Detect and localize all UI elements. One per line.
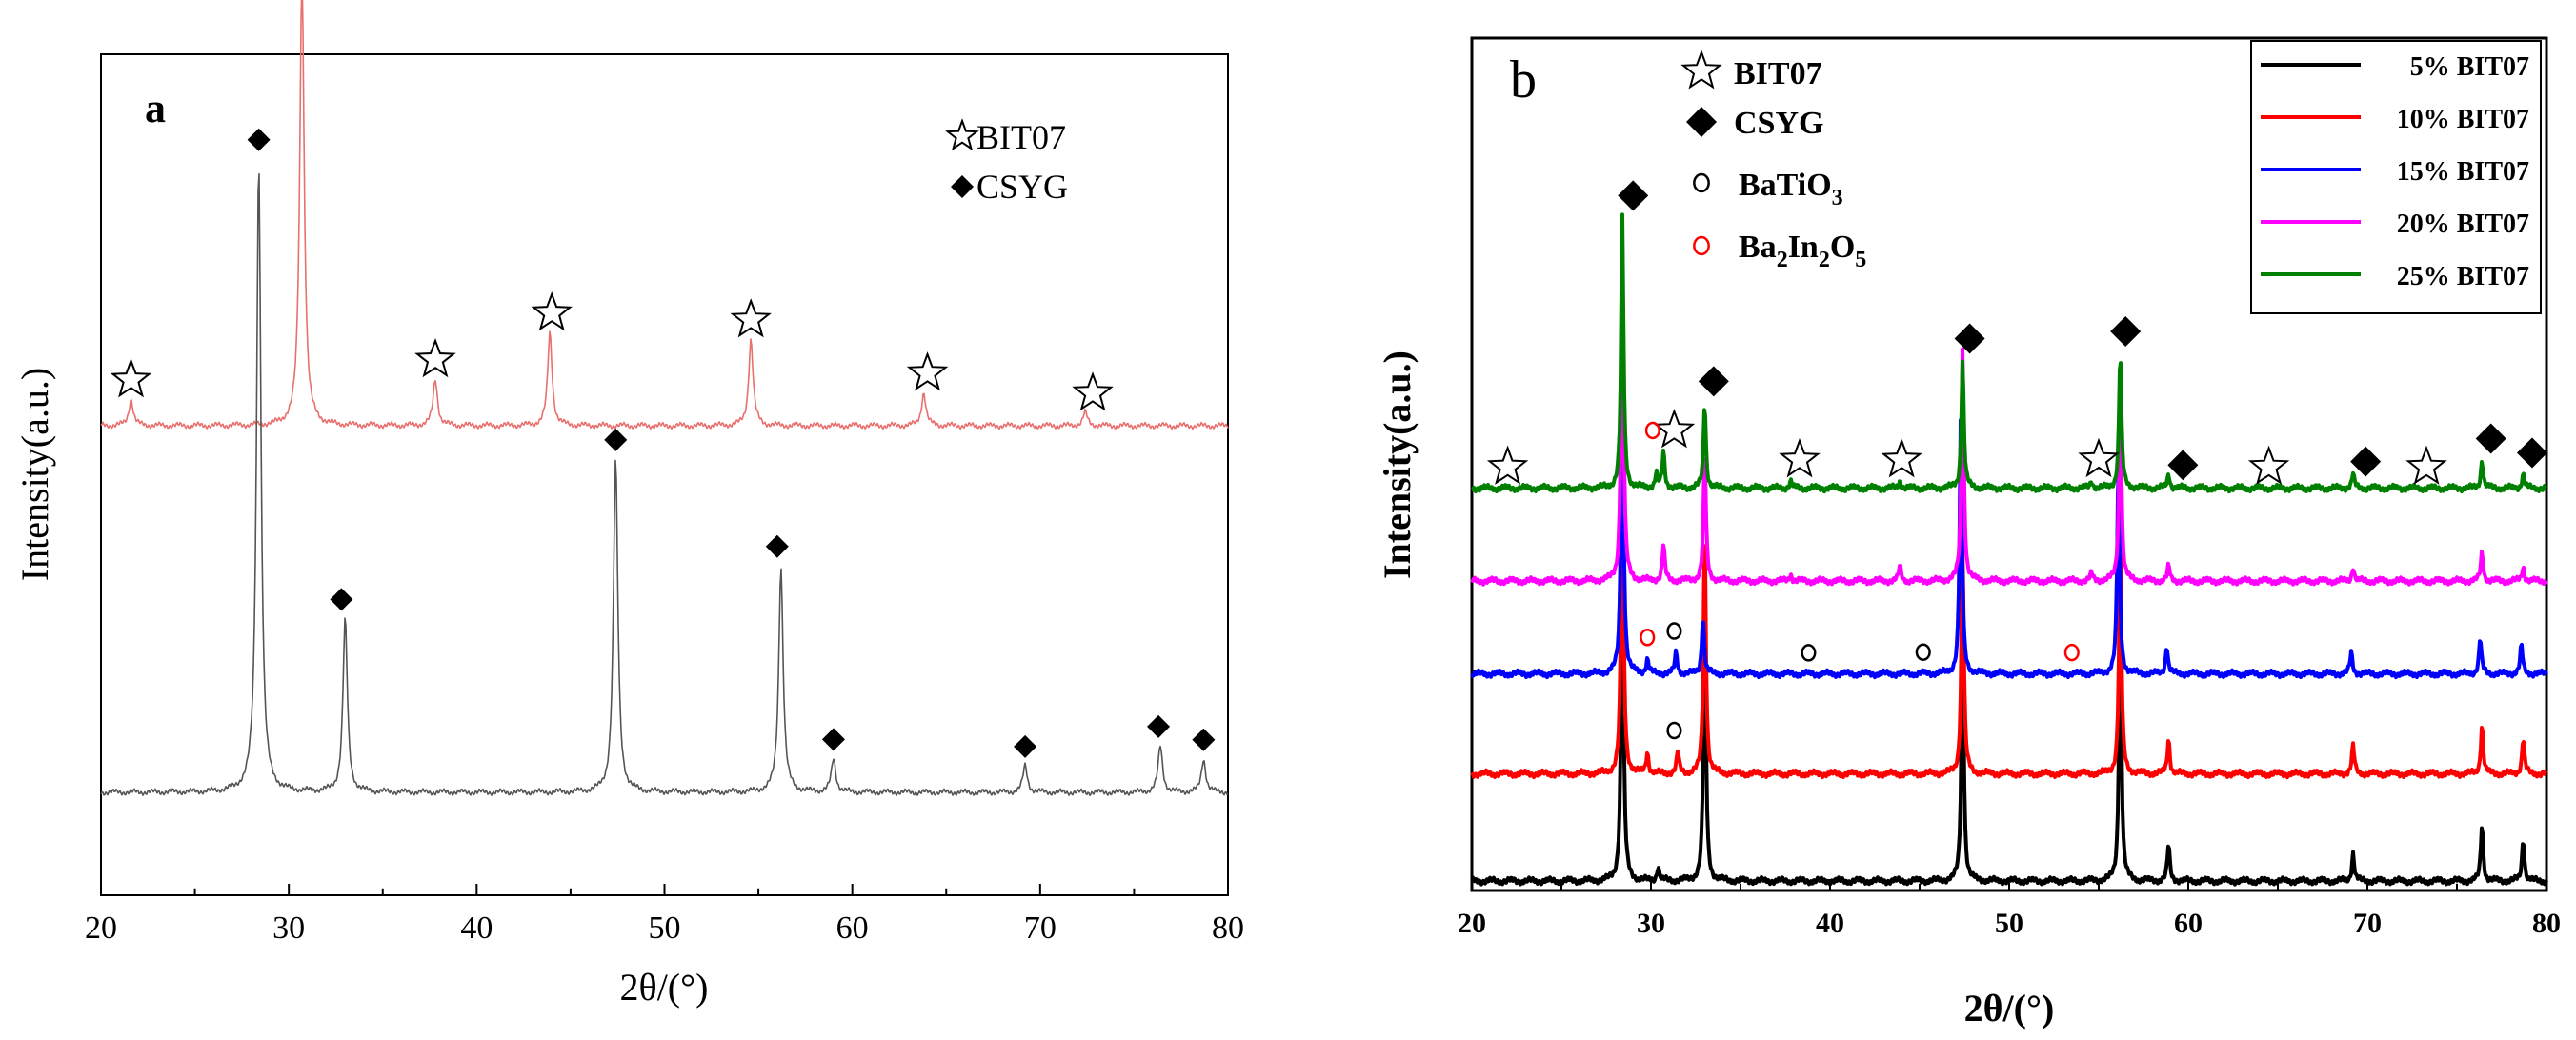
peak-diamond-marker [1698, 366, 1729, 397]
peak-star-marker [414, 337, 456, 378]
peak-star-marker [1486, 445, 1529, 485]
panel-a-markers [110, 128, 1216, 758]
peak-star-marker [1072, 371, 1114, 411]
panel-b-x-ticks: 20 30 40 50 60 70 80 [1458, 879, 2561, 939]
peak-diamond-marker [2350, 446, 2382, 477]
x-tick-label: 30 [272, 910, 305, 946]
x-tick-label: 80 [2532, 908, 2561, 939]
x-tick-label: 70 [1024, 910, 1057, 946]
x-tick-label: 60 [2174, 908, 2203, 939]
peak-diamond-marker [1192, 728, 1216, 751]
peak-star-marker [2405, 445, 2447, 485]
series-legend-box [2250, 40, 2542, 314]
phase-legend-circle-icon [1693, 172, 1710, 193]
peak-circle-marker [1801, 644, 1817, 662]
panel-a-series [100, 0, 1229, 796]
panel-a-chart: 20 30 40 50 60 70 80 a BIT07 CSYG 2θ/(°) Inten… [13, 0, 1244, 1009]
legend-label: 15% BIT07 [2397, 157, 2529, 187]
peak-star-marker [906, 351, 949, 391]
phase-legend-batio3-circle-icon [1693, 172, 1710, 193]
panel-a-legend: BIT07 CSYG [945, 118, 1068, 206]
phase-legend-ba2in2o5: Ba2In2O5 [1739, 230, 1866, 272]
x-tick-label: 40 [460, 910, 493, 946]
phase-legend-csyg: CSYG [1734, 106, 1823, 141]
peak-diamond-marker [1014, 734, 1037, 758]
panel-b-series-legend: 5% BIT07 10% BIT07 15% BIT07 20% BIT07 25% B… [2250, 40, 2542, 314]
series-line-25-bit07 [1471, 212, 2547, 494]
x-tick-label: 50 [649, 910, 681, 946]
x-tick-label: 40 [1816, 908, 1844, 939]
peak-diamond-marker [330, 588, 353, 611]
phase-legend-diamond-icon [1686, 107, 1717, 137]
peak-circle-marker [2063, 643, 2080, 662]
peak-star-marker [730, 298, 772, 338]
peak-circle-marker [1915, 643, 1931, 661]
peak-star-marker [2247, 445, 2290, 485]
phase-legend-star-icon [1680, 50, 1722, 90]
peak-circle-marker [1666, 622, 1682, 640]
peak-diamond-marker [2167, 450, 2199, 481]
phase-legend-circle-icon [1693, 235, 1710, 256]
series-line-20-bit07 [1470, 235, 2548, 587]
panel-b-markers [1486, 180, 2547, 740]
panel-b-x-axis-label: 2θ/(°) [1964, 987, 2055, 1030]
peak-diamond-marker [1618, 180, 1649, 211]
series-line-1 [100, 172, 1229, 796]
peak-diamond-marker [604, 428, 628, 451]
panel-b-label: b [1510, 50, 1537, 110]
peak-star-marker [1779, 438, 1821, 478]
panel-b-chart: 20 30 40 50 60 70 80 b BIT07 CSYG BaTiO3 Ba2In… [1376, 36, 2561, 1030]
series-line-0 [100, 0, 1229, 430]
peak-circle-marker [1640, 629, 1656, 647]
series-line-15-bit07 [1470, 345, 2548, 680]
peak-star-marker [2078, 437, 2120, 478]
peak-diamond-marker [1147, 714, 1171, 738]
series-line-10-bit07 [1470, 443, 2547, 780]
x-tick-label: 20 [1458, 908, 1486, 939]
peak-star-marker [531, 291, 573, 331]
panel-a-y-axis-label: Intensity(a.u.) [13, 368, 56, 581]
phase-legend-batio3: BaTiO3 [1739, 168, 1843, 210]
peak-diamond-marker [2475, 423, 2506, 454]
x-tick-label: 50 [1995, 908, 2023, 939]
phase-legend-ba2in2o5-circle-icon [1693, 235, 1710, 256]
peak-star-marker [1881, 438, 1922, 478]
peak-circle-marker [1666, 721, 1682, 740]
peak-diamond-marker [2110, 315, 2142, 347]
panel-a-legend-csyg: CSYG [976, 168, 1068, 206]
peak-diamond-marker [2516, 437, 2547, 469]
panel-b-series [1470, 212, 2548, 887]
phase-legend-star-icon [1680, 50, 1722, 90]
peak-diamond-marker [821, 728, 845, 751]
panel-a-legend-bit07: BIT07 [976, 118, 1066, 156]
phase-legend-diamond-icon [1686, 107, 1717, 137]
peak-star-marker [110, 358, 152, 398]
panel-a-x-ticks: 20 30 40 50 60 70 80 [85, 884, 1244, 946]
phase-legend-bit07: BIT07 [1734, 56, 1822, 91]
series-line-5-bit07 [1470, 538, 2548, 887]
legend-label: 20% BIT07 [2397, 210, 2529, 239]
legend-label: 5% BIT07 [2410, 52, 2529, 82]
x-tick-label: 70 [2353, 908, 2382, 939]
panel-b-phase-legend: BIT07 CSYG BaTiO3 Ba2In2O5 [1680, 50, 1866, 272]
legend-diamond-icon [951, 175, 974, 198]
panel-a-x-axis-label: 2θ/(°) [620, 966, 709, 1009]
legend-label: 10% BIT07 [2397, 105, 2529, 134]
legend-star-icon [945, 118, 979, 151]
legend-star-icon [945, 118, 979, 151]
peak-circle-marker [1644, 421, 1660, 440]
x-tick-label: 80 [1212, 910, 1244, 946]
peak-diamond-marker [765, 534, 789, 558]
peak-star-marker [1653, 409, 1696, 449]
x-tick-label: 30 [1637, 908, 1665, 939]
panel-a-label: a [145, 85, 166, 131]
peak-diamond-marker [247, 128, 271, 151]
peak-diamond-marker [1954, 323, 1985, 354]
legend-diamond-icon [951, 175, 974, 198]
x-tick-label: 20 [85, 910, 117, 946]
x-tick-label: 60 [836, 910, 869, 946]
legend-label: 25% BIT07 [2397, 262, 2529, 291]
panel-b-y-axis-label: Intensity(a.u.) [1376, 350, 1419, 579]
